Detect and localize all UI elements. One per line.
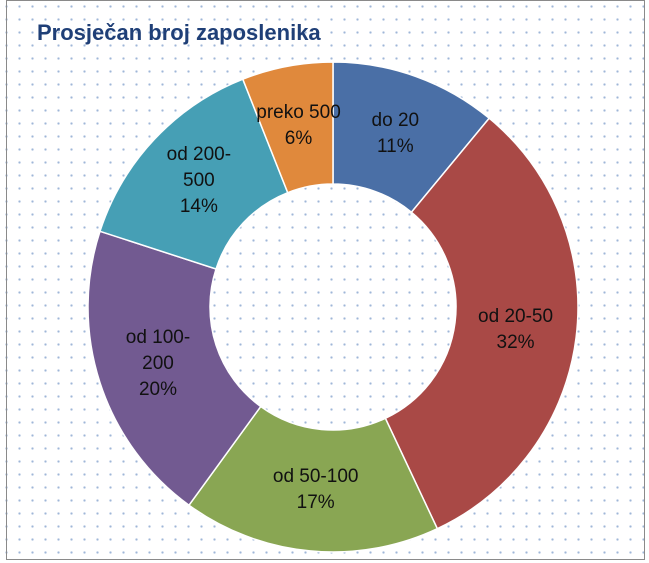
slice-label: od 100-200 20%: [113, 325, 203, 403]
category-label: od 200-500: [166, 144, 232, 192]
value-label: 14%: [179, 196, 218, 218]
category-label: preko 500: [256, 102, 341, 124]
slice-label: od 50-100 17%: [256, 464, 376, 516]
value-label: 6%: [284, 128, 313, 150]
value-label: 17%: [296, 492, 335, 514]
slice-label: od 20-50 32%: [456, 304, 576, 356]
chart-title: Prosječan broj zaposlenika: [37, 20, 321, 45]
donut-slice: [187, 405, 439, 553]
slice-label: do 20 11%: [350, 108, 440, 160]
donut-slice: [99, 78, 289, 270]
value-label: 20%: [138, 378, 178, 400]
value-label: 32%: [496, 332, 535, 354]
slice-label: od 200-500 14%: [154, 142, 244, 220]
category-label: do 20: [371, 109, 420, 131]
donut-slice: [384, 117, 579, 530]
chart-frame: [6, 0, 645, 560]
category-label: od 50-100: [272, 466, 359, 488]
donut-slice: [241, 61, 334, 194]
slice-label: preko 500 6%: [239, 100, 359, 152]
category-label: od 20-50: [478, 306, 554, 328]
category-label: od 100-200: [125, 326, 191, 374]
donut-slice: [87, 230, 262, 507]
value-label: 11%: [377, 135, 414, 157]
